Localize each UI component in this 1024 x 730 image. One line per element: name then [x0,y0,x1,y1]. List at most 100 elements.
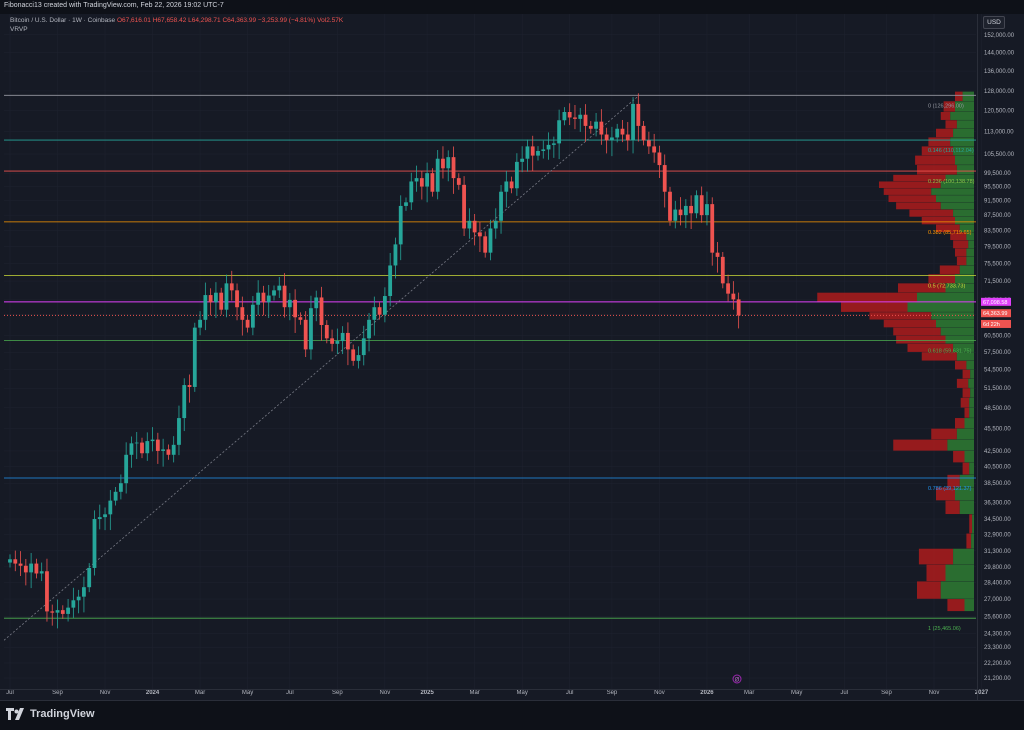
candle-body [631,103,635,141]
price-axis-label: 23,300.00 [984,645,1011,651]
candle-body [472,220,477,233]
candle-body [546,144,551,150]
fib-level-label: 0.146 (110,112.04) [928,148,974,154]
volume-profile-sell-bar [962,462,970,475]
time-axis-label: Sep [332,690,343,696]
volume-profile-buy-bar [950,111,974,120]
time-axis-label: 2026 [700,690,714,696]
price-axis-label: 28,400.00 [984,581,1011,587]
volume-profile-sell-bar [955,418,965,429]
volume-profile-buy-bar [955,217,974,225]
volume-profile-buy-bar [969,397,974,408]
candle-body [71,600,76,608]
volume-profile-sell-bar [883,319,936,328]
candle-body [462,184,466,229]
price-axis-label: 27,000.00 [984,597,1011,603]
candle-body [668,191,672,221]
volume-profile-sell-bar [909,209,954,217]
price-chart[interactable]: 0 (126,296.00) 0.146 (110,112.04) 0.236 (1… [4,14,1024,700]
candle-body [620,128,625,135]
time-axis-label: Jul [6,690,14,696]
volume-profile-buy-bar [959,224,974,233]
tradingview-logo[interactable]: TradingView [6,708,95,720]
volume-profile-sell-bar [955,360,967,370]
volume-profile-sell-bar [917,165,957,175]
price-axis-label: 95,500.00 [984,185,1011,191]
price-axis-label: 71,500.00 [984,279,1011,285]
volume-profile-buy-bar [953,209,974,217]
candle-body [573,117,577,119]
candle-body [192,327,197,387]
volume-profile-buy-bar [964,418,974,429]
candle-body [208,295,213,303]
candle-body [92,519,97,568]
price-axis-label: 38,500.00 [984,481,1011,487]
candle-body [124,454,129,484]
price-tag-bg [981,319,1011,328]
volume-profile-buy-bar [955,101,974,112]
volume-profile-sell-bar [956,256,967,266]
time-axis-label: Mar [469,690,479,696]
candle-body [467,220,472,229]
currency-button[interactable]: USD [983,16,1005,29]
volume-profile-sell-bar [907,343,954,352]
volume-profile-buy-bar [964,599,974,612]
price-axis-label: 51,500.00 [984,386,1011,392]
candle-body [588,125,593,129]
volume-profile-sell-bar [888,195,936,203]
candle-body [567,111,572,118]
volume-profile-buy-bar [955,487,974,501]
candle-body [82,587,86,597]
candle-body [298,317,303,320]
volume-profile-buy-bar [968,240,974,249]
price-axis-label: 22,200.00 [984,661,1011,667]
candle-body [615,128,620,138]
candle-body [229,283,234,291]
candle-body [398,205,403,245]
volume-profile-sell-bar [893,174,946,182]
volume-profile-sell-bar [943,101,955,112]
candle-body [76,596,81,601]
volume-profile-buy-bar [969,407,974,418]
candle-body [705,204,709,216]
candle-body [108,500,113,515]
volume-profile-buy-bar [940,327,974,336]
candle-body [562,111,567,121]
candle-body [488,228,493,253]
candle-body [314,297,319,309]
price-axis-label: 45,500.00 [984,427,1011,433]
time-axis-label: 2027 [975,690,989,696]
volume-profile-sell-bar [936,128,954,138]
volume-profile-sell-bar [893,327,941,336]
candle-body [18,563,23,566]
candle-body [715,252,720,257]
candle-body [699,195,704,216]
candle-body [404,202,408,206]
event-marker-icon[interactable] [732,674,742,684]
price-axis-label: 60,500.00 [984,334,1011,340]
indicator-label[interactable]: VRVP [10,26,28,33]
candle-body [166,449,171,455]
candle-body [140,442,144,454]
time-axis-label: 2025 [420,690,434,696]
volume-profile-sell-bar [817,292,917,302]
price-axis-label: 54,500.00 [984,368,1011,374]
volume-profile-sell-bar [945,120,957,129]
fib-level-label: 0.786 (39,121.37) [928,486,972,492]
volume-profile-buy-bar [931,188,974,195]
candle-body [250,304,255,328]
candle-body [66,607,70,614]
volume-profile-sell-bar [841,302,908,312]
price-axis-label: 120,500.00 [984,109,1015,115]
author-credit: Fibonacci13 created with TradingView.com… [4,2,224,9]
fib-level-label: 0.382 (85,719.65) [928,230,972,236]
candle-body [103,514,107,518]
volume-profile-buy-bar [953,343,974,352]
volume-profile-buy-bar [968,378,974,388]
candle-body [372,307,377,320]
candle-body [393,244,398,266]
chart-plot-area[interactable]: 0 (126,296.00) 0.146 (110,112.04) 0.236 (1… [4,14,1015,696]
volume-profile-sell-bar [883,188,932,195]
time-axis-label: Nov [380,690,391,696]
price-axis-label: 25,600.00 [984,614,1011,620]
